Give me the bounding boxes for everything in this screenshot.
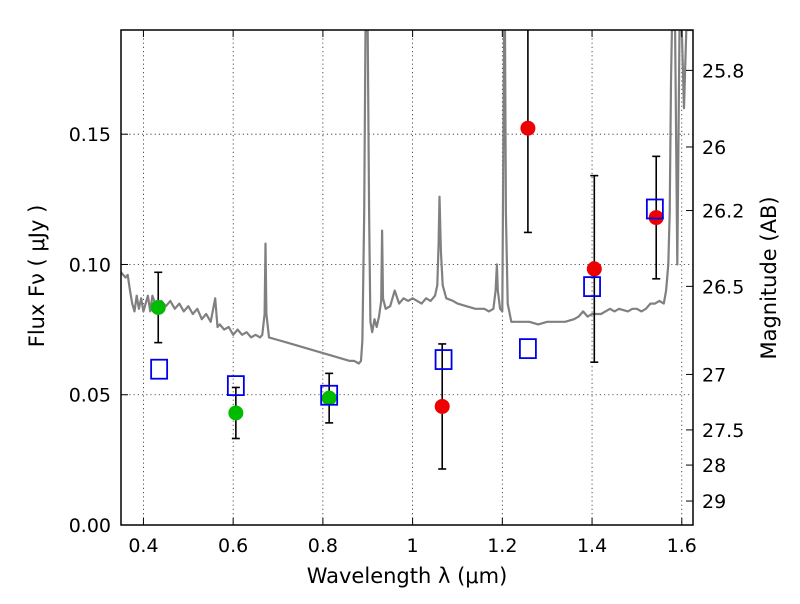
y-axis-label: Flux Fν ( μJy ) bbox=[25, 205, 49, 348]
y2-tick-label: 28 bbox=[702, 455, 726, 477]
x-tick-label: 1 bbox=[407, 535, 419, 557]
data-point bbox=[586, 261, 602, 277]
model-square-marker bbox=[226, 375, 245, 397]
y-tick-label: 0.05 bbox=[69, 385, 111, 407]
marker-layer bbox=[150, 120, 664, 421]
x-tick-label: 1.6 bbox=[667, 535, 697, 557]
y-tick-label: 0.15 bbox=[69, 124, 111, 146]
y2-tick-label: 26 bbox=[702, 137, 726, 159]
data-point bbox=[434, 398, 450, 414]
data-point bbox=[321, 390, 337, 406]
y2-tick-label: 25.8 bbox=[702, 60, 744, 82]
x-tick-label: 1.4 bbox=[577, 535, 607, 557]
y2-tick-label: 29 bbox=[702, 491, 726, 513]
model-square-marker bbox=[434, 349, 453, 370]
y2-axis-label: Magnitude (AB) bbox=[757, 196, 781, 359]
model-square-marker bbox=[320, 384, 339, 406]
y2-tick-label: 26.2 bbox=[702, 201, 744, 223]
y2-tick-label: 27 bbox=[702, 364, 726, 386]
model-square-marker bbox=[583, 276, 601, 298]
data-point bbox=[520, 120, 536, 136]
model-spectrum-line bbox=[121, 30, 693, 365]
data-point bbox=[150, 299, 166, 315]
y-tick-label: 0.10 bbox=[69, 254, 111, 276]
plot-frame bbox=[120, 29, 694, 526]
y2-tick-label: 27.5 bbox=[702, 420, 744, 442]
x-axis-label: Wavelength λ (μm) bbox=[307, 564, 508, 588]
model-square-marker bbox=[150, 358, 169, 380]
axis-ticks: 0.4 0.6 0.8 1 1.2 1.4 1.6 0.00 0.05 0.10 0.15 25.8 2… bbox=[69, 30, 744, 557]
spectrum-layer bbox=[121, 30, 693, 365]
y2-tick-label: 26.5 bbox=[702, 276, 744, 298]
y-tick-label: 0.00 bbox=[69, 515, 111, 537]
data-point bbox=[228, 405, 244, 421]
plot-background bbox=[121, 30, 693, 525]
x-tick-label: 1.2 bbox=[487, 535, 517, 557]
x-tick-label: 0.8 bbox=[308, 535, 338, 557]
x-tick-label: 0.6 bbox=[218, 535, 248, 557]
data-point bbox=[648, 210, 664, 226]
x-tick-label: 0.4 bbox=[128, 535, 158, 557]
model-square-marker bbox=[519, 338, 537, 360]
model-square-marker bbox=[645, 198, 664, 220]
